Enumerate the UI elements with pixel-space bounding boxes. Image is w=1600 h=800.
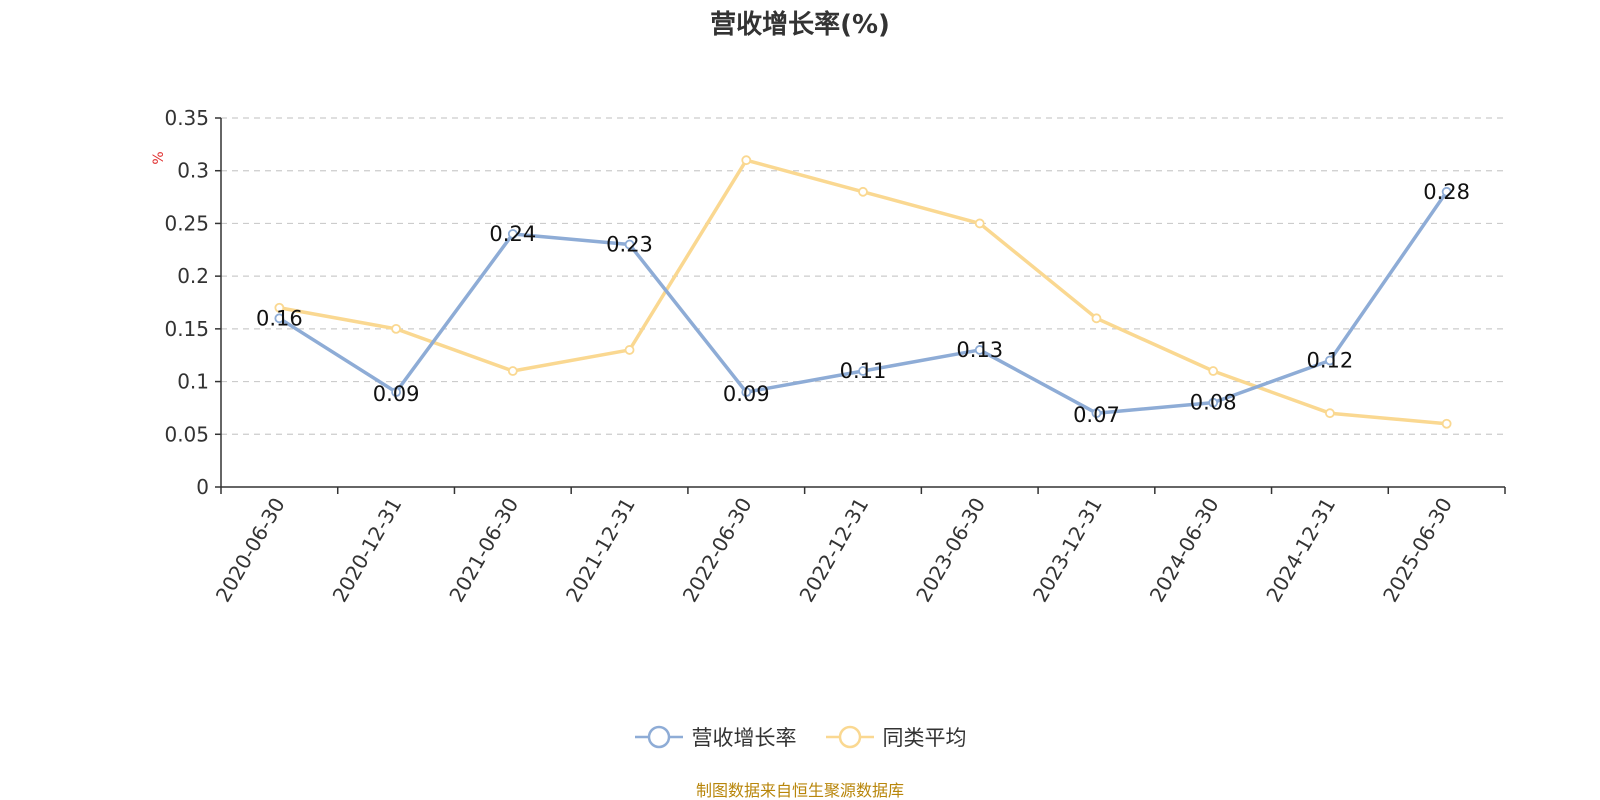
x-tick-label: 2022-12-31 bbox=[794, 494, 873, 607]
legend: 营收增长率 同类平均 bbox=[0, 722, 1600, 752]
legend-label: 同类平均 bbox=[882, 726, 967, 750]
y-axis-label: % bbox=[151, 151, 167, 164]
data-point bbox=[624, 239, 635, 250]
y-tick-label: 0.2 bbox=[177, 264, 209, 288]
legend-label: 营收增长率 bbox=[691, 726, 797, 750]
chart-plot: 0 0.05 0.1 0.15 0.2 0.25 0.3 0.35% 2020-06-30 202… bbox=[151, 106, 1506, 607]
y-tick-label: 0 bbox=[196, 475, 209, 499]
data-point bbox=[741, 387, 752, 398]
legend-item-1[interactable]: 同类平均 bbox=[825, 722, 967, 752]
x-tick-label: 2024-06-30 bbox=[1145, 494, 1224, 607]
x-tick-label: 2021-06-30 bbox=[444, 494, 523, 607]
data-label: 0.13 bbox=[956, 338, 1003, 362]
data-label: 0.16 bbox=[256, 306, 303, 330]
data-label: 0.09 bbox=[373, 382, 420, 406]
data-point bbox=[1091, 408, 1102, 419]
data-label: 0.24 bbox=[489, 222, 536, 246]
data-point bbox=[507, 229, 518, 239]
data-point bbox=[1325, 355, 1335, 366]
data-point bbox=[1091, 313, 1102, 324]
data-point bbox=[507, 366, 518, 376]
legend-item-0[interactable]: 营收增长率 bbox=[634, 722, 797, 752]
data-point bbox=[624, 345, 635, 355]
data-point bbox=[858, 186, 868, 197]
x-tick-label: 2020-06-30 bbox=[211, 494, 290, 607]
data-label: 0.12 bbox=[1307, 348, 1354, 372]
y-tick-label: 0.15 bbox=[164, 317, 209, 341]
data-label: 0.08 bbox=[1190, 391, 1237, 415]
x-tick-label: 2021-12-31 bbox=[561, 494, 640, 607]
x-tick-label: 2024-12-31 bbox=[1261, 494, 1340, 607]
data-point bbox=[1208, 397, 1219, 408]
x-tick-label: 2023-06-30 bbox=[911, 494, 990, 607]
data-point bbox=[858, 366, 868, 376]
data-label: 0.07 bbox=[1073, 403, 1120, 427]
data-point bbox=[1208, 366, 1219, 376]
data-point bbox=[974, 218, 985, 229]
legend-marker-icon bbox=[634, 725, 683, 749]
legend-marker-icon bbox=[825, 725, 874, 749]
x-tick-label: 2025-06-30 bbox=[1378, 494, 1457, 607]
y-tick-label: 0.35 bbox=[164, 106, 209, 130]
legend-marker-circle bbox=[647, 725, 670, 749]
data-point bbox=[974, 345, 985, 355]
data-label: 0.28 bbox=[1423, 180, 1470, 204]
data-point bbox=[741, 155, 752, 166]
data-label: 0.11 bbox=[840, 359, 887, 383]
x-tick-label: 2020-12-31 bbox=[328, 494, 407, 607]
y-tick-label: 0.25 bbox=[164, 211, 209, 235]
x-tick-label: 2023-12-31 bbox=[1028, 494, 1107, 607]
chart-title: 营收增长率(%) bbox=[710, 10, 890, 40]
data-label: 0.09 bbox=[723, 382, 770, 406]
data-point bbox=[1441, 418, 1452, 429]
series-line-1 bbox=[277, 158, 1449, 426]
source-note: 制图数据来自恒生聚源数据库 bbox=[695, 781, 904, 800]
x-tick-label: 2022-06-30 bbox=[678, 494, 757, 607]
data-point bbox=[391, 323, 401, 334]
legend-marker-circle bbox=[838, 725, 861, 749]
data-label: 0.23 bbox=[606, 233, 653, 257]
data-point bbox=[1325, 408, 1335, 419]
data-point bbox=[274, 313, 285, 324]
data-point bbox=[1441, 186, 1452, 197]
data-point bbox=[274, 302, 285, 313]
y-tick-label: 0.1 bbox=[177, 370, 209, 394]
data-point bbox=[391, 387, 401, 398]
y-tick-label: 0.05 bbox=[164, 422, 209, 446]
y-tick-label: 0.3 bbox=[177, 159, 209, 183]
